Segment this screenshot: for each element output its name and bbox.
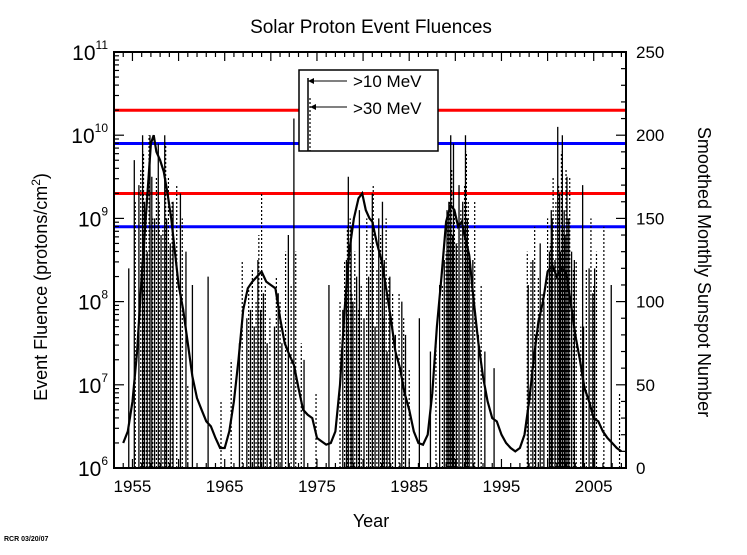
y-left-tick-label: 1010 <box>71 121 108 148</box>
x-axis-label: Year <box>353 511 389 531</box>
sunspot-curve <box>122 134 623 453</box>
y-left-tick-label: 1011 <box>72 38 108 65</box>
y-left-axis-ticks: 106 107 108 109 1010 1011 <box>71 38 124 481</box>
y-right-axis-ticks: 0 50 100 150 200 250 <box>616 43 664 478</box>
legend: >10 MeV >30 MeV <box>298 69 439 152</box>
y-left-axis-label-text: Event Fluence (protons/cm <box>31 186 51 401</box>
x-tick-label: 1965 <box>206 477 244 496</box>
y-left-axis-label-sup: 2 <box>29 179 43 186</box>
y-left-axis-label: Event Fluence (protons/cm2) <box>29 173 51 401</box>
legend-arrowhead-30mev <box>310 104 316 110</box>
x-tick-label: 1985 <box>390 477 428 496</box>
sunspot-series <box>122 134 623 453</box>
y-left-tick-label: 106 <box>78 454 108 481</box>
y-right-tick-label: 250 <box>636 43 664 62</box>
x-tick-label: 1955 <box>114 477 152 496</box>
x-tick-label: 2005 <box>575 477 613 496</box>
y-left-axis-label-close: ) <box>31 173 51 179</box>
y-left-tick-label: 107 <box>78 371 108 398</box>
y-right-axis-label: Smoothed Monthly Sunspot Number <box>694 127 714 417</box>
legend-label-30mev: >30 MeV <box>353 99 422 118</box>
legend-arrowhead-10mev <box>308 78 314 84</box>
legend-label-10mev: >10 MeV <box>353 72 422 91</box>
y-right-tick-label: 0 <box>636 459 645 478</box>
x-axis-ticks: 1955 1965 1975 1985 1995 2005 <box>114 52 622 496</box>
y-left-tick-label: 108 <box>78 288 108 315</box>
y-right-tick-label: 150 <box>636 209 664 228</box>
x-tick-label: 1975 <box>298 477 336 496</box>
y-right-tick-label: 200 <box>636 126 664 145</box>
y-right-tick-label: 100 <box>636 293 664 312</box>
y-left-tick-label: 109 <box>78 204 108 231</box>
y-right-tick-label: 50 <box>636 376 655 395</box>
legend-box <box>298 69 439 152</box>
chart-title: Solar Proton Event Fluences <box>250 17 492 38</box>
credit-stamp: RCR 03/20/07 <box>4 536 49 543</box>
plot-frame <box>113 51 627 469</box>
x-tick-label: 1995 <box>483 477 521 496</box>
